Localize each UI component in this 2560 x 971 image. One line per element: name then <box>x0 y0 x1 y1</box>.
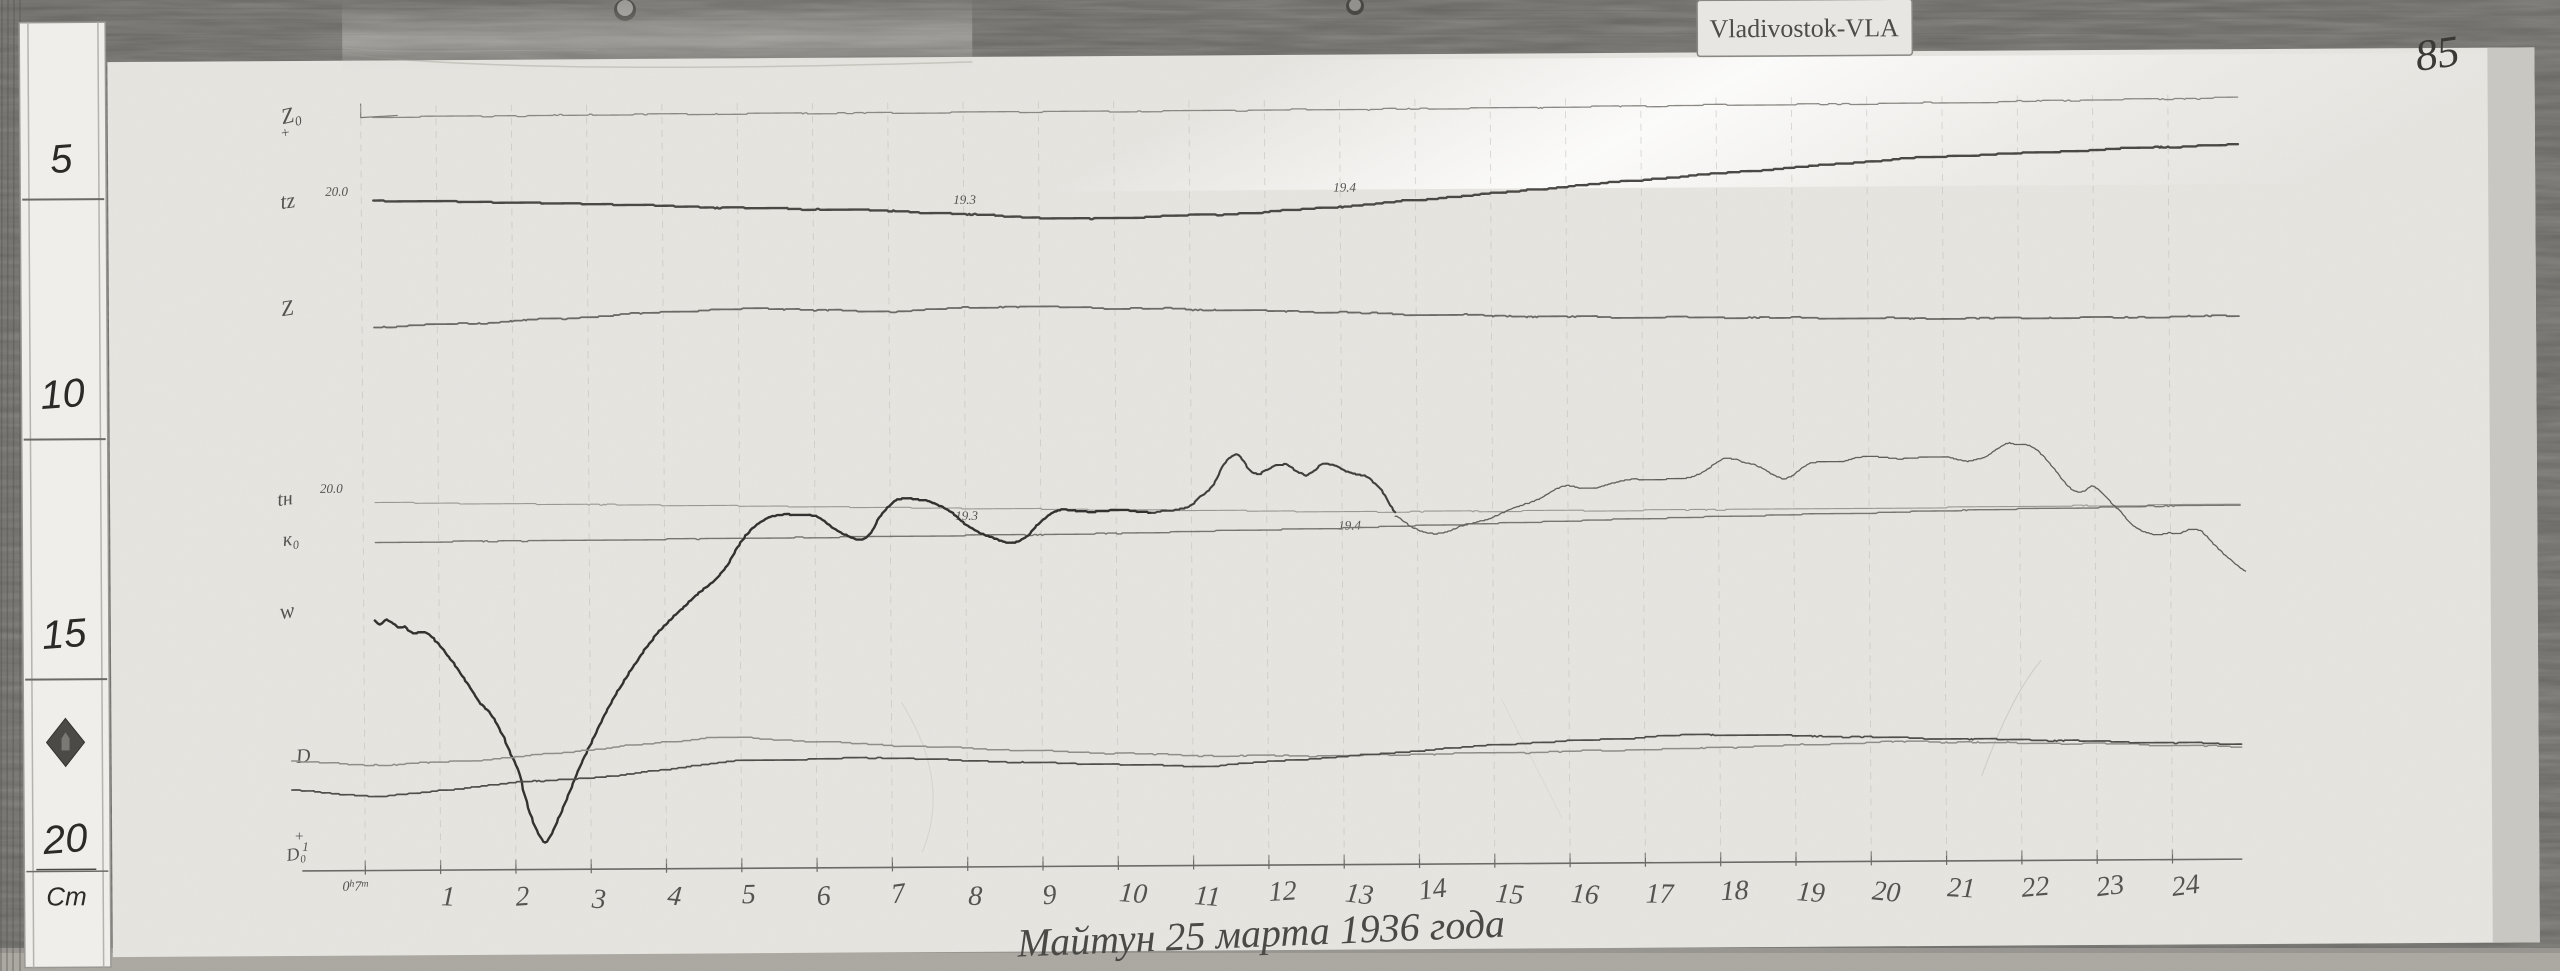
svg-text:15: 15 <box>40 611 88 658</box>
svg-text:1: 1 <box>302 839 309 854</box>
svg-text:23: 23 <box>2094 869 2126 903</box>
svg-text:12: 12 <box>1268 875 1298 907</box>
svg-text:22: 22 <box>2020 871 2050 904</box>
svg-text:16: 16 <box>1570 878 1600 911</box>
svg-text:24: 24 <box>2170 869 2201 903</box>
svg-text:10: 10 <box>39 371 87 418</box>
svg-text:19.3: 19.3 <box>953 192 976 207</box>
svg-text:Vladivostok-VLA: Vladivostok-VLA <box>1710 13 1900 43</box>
svg-text:14: 14 <box>1417 872 1448 906</box>
svg-text:13: 13 <box>1344 877 1376 911</box>
svg-text:19: 19 <box>1796 876 1827 909</box>
svg-text:21: 21 <box>1946 872 1976 904</box>
svg-text:10: 10 <box>1118 877 1148 910</box>
svg-text:Cm: Cm <box>46 881 87 911</box>
svg-text:19.3: 19.3 <box>955 508 978 523</box>
svg-text:85: 85 <box>2412 26 2463 81</box>
svg-text:17: 17 <box>1646 879 1675 910</box>
svg-text:19.4: 19.4 <box>1333 180 1356 195</box>
svg-text:20.0: 20.0 <box>325 184 348 199</box>
svg-text:20: 20 <box>1871 875 1902 909</box>
svg-text:20: 20 <box>40 816 89 863</box>
svg-text:9: 9 <box>1041 879 1058 911</box>
svg-text:D: D <box>294 745 312 768</box>
svg-text:18: 18 <box>1720 875 1749 907</box>
svg-text:20.0: 20.0 <box>320 481 343 496</box>
svg-text:к₀: к₀ <box>281 527 300 551</box>
svg-text:5: 5 <box>741 879 756 910</box>
svg-text:11: 11 <box>1193 880 1221 913</box>
svg-text:tн: tн <box>276 487 295 511</box>
svg-text:15: 15 <box>1494 878 1525 911</box>
svg-text:6: 6 <box>815 880 832 912</box>
svg-text:2: 2 <box>514 881 530 913</box>
svg-text:1: 1 <box>441 881 456 912</box>
svg-text:3: 3 <box>590 884 607 916</box>
svg-text:8: 8 <box>968 881 983 912</box>
svg-text:5: 5 <box>48 137 74 183</box>
